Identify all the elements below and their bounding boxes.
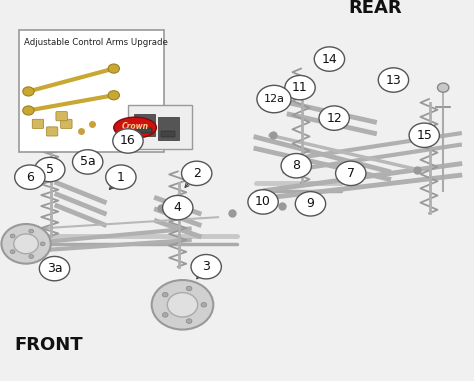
Circle shape (186, 286, 192, 291)
FancyBboxPatch shape (137, 128, 152, 133)
FancyBboxPatch shape (161, 131, 175, 137)
Text: 12a: 12a (264, 94, 284, 104)
Circle shape (113, 129, 143, 153)
Circle shape (1, 224, 51, 264)
FancyBboxPatch shape (19, 30, 164, 152)
Text: 16: 16 (120, 134, 136, 147)
Text: 7: 7 (347, 167, 355, 180)
Circle shape (10, 250, 15, 254)
FancyBboxPatch shape (134, 114, 155, 136)
Circle shape (108, 64, 119, 73)
Circle shape (191, 255, 221, 279)
Circle shape (23, 87, 34, 96)
Circle shape (201, 303, 207, 307)
Circle shape (106, 165, 136, 189)
Text: 11: 11 (292, 81, 308, 94)
Circle shape (39, 256, 70, 281)
FancyBboxPatch shape (158, 117, 179, 140)
Text: Crown: Crown (122, 122, 148, 131)
Text: Adjustable Control Arms Upgrade: Adjustable Control Arms Upgrade (24, 38, 168, 47)
Circle shape (314, 47, 345, 71)
Text: 2: 2 (193, 167, 201, 180)
FancyBboxPatch shape (56, 112, 67, 121)
Ellipse shape (114, 117, 156, 138)
Circle shape (281, 154, 311, 178)
Circle shape (23, 106, 34, 115)
Text: 6: 6 (26, 171, 34, 184)
Circle shape (409, 123, 439, 147)
FancyBboxPatch shape (128, 105, 192, 149)
Circle shape (378, 68, 409, 92)
Text: 3a: 3a (47, 262, 62, 275)
Text: 1: 1 (117, 171, 125, 184)
Circle shape (295, 192, 326, 216)
Circle shape (285, 75, 315, 100)
Circle shape (257, 85, 291, 113)
Circle shape (15, 165, 45, 189)
Circle shape (319, 106, 349, 130)
Circle shape (14, 234, 38, 254)
Text: REAR: REAR (348, 0, 402, 17)
Circle shape (35, 157, 65, 182)
Text: FRONT: FRONT (14, 336, 83, 354)
Circle shape (29, 229, 34, 233)
Circle shape (152, 280, 213, 330)
Text: 13: 13 (385, 74, 401, 86)
Circle shape (438, 83, 449, 92)
Circle shape (73, 150, 103, 174)
Circle shape (108, 91, 119, 100)
Text: 9: 9 (307, 197, 314, 210)
Text: 10: 10 (255, 195, 271, 208)
Text: 8: 8 (292, 159, 300, 172)
Text: 5: 5 (46, 163, 54, 176)
Text: 4: 4 (174, 201, 182, 214)
Circle shape (163, 312, 168, 317)
Circle shape (29, 255, 34, 258)
Circle shape (248, 190, 278, 214)
Text: 12: 12 (326, 112, 342, 125)
Circle shape (10, 234, 15, 238)
FancyBboxPatch shape (46, 127, 58, 136)
Text: 3: 3 (202, 260, 210, 273)
Circle shape (186, 319, 192, 323)
Circle shape (40, 242, 45, 246)
FancyBboxPatch shape (61, 119, 72, 128)
Circle shape (336, 161, 366, 186)
FancyBboxPatch shape (32, 119, 44, 128)
Text: 14: 14 (321, 53, 337, 66)
Text: 5a: 5a (80, 155, 96, 168)
Circle shape (182, 161, 212, 186)
Circle shape (163, 195, 193, 220)
Text: 15: 15 (416, 129, 432, 142)
Circle shape (163, 293, 168, 297)
Circle shape (167, 293, 198, 317)
